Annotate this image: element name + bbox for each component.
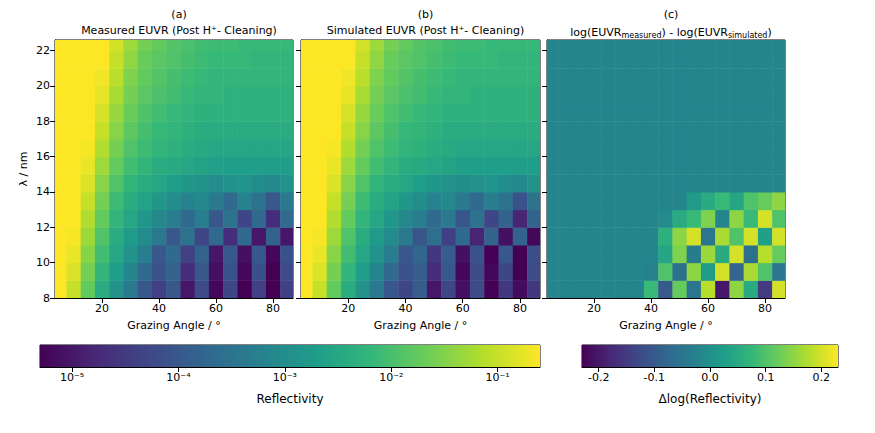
svg-text:12: 12 — [36, 221, 50, 234]
svg-text:20: 20 — [36, 79, 50, 92]
svg-text:10: 10 — [36, 256, 50, 269]
svg-text:(b): (b) — [418, 8, 434, 21]
svg-text:40: 40 — [152, 302, 166, 315]
svg-text:20: 20 — [341, 302, 355, 315]
svg-text:) - log(EUVR: ) - log(EUVR — [661, 26, 728, 39]
svg-text:80: 80 — [758, 302, 772, 315]
svg-text:60: 60 — [701, 302, 715, 315]
svg-text:80: 80 — [266, 302, 280, 315]
svg-text:18: 18 — [36, 115, 50, 128]
svg-text:Grazing Angle / °: Grazing Angle / ° — [127, 319, 221, 332]
svg-text:Reflectivity: Reflectivity — [256, 392, 323, 406]
svg-text:10⁻³: 10⁻³ — [273, 371, 297, 384]
svg-text:80: 80 — [513, 302, 527, 315]
svg-text:22: 22 — [36, 44, 50, 57]
svg-text:60: 60 — [209, 302, 223, 315]
svg-text:0.1: 0.1 — [757, 371, 775, 384]
svg-text:Grazing Angle / °: Grazing Angle / ° — [619, 319, 713, 332]
svg-text:Measured EUVR (Post H⁺- Cleani: Measured EUVR (Post H⁺- Cleaning) — [81, 24, 277, 37]
svg-text:40: 40 — [644, 302, 658, 315]
svg-text:0.2: 0.2 — [813, 371, 831, 384]
svg-text:10⁻²: 10⁻² — [379, 371, 403, 384]
svg-text:Δlog(Reflectivity): Δlog(Reflectivity) — [659, 392, 762, 406]
svg-text:(c): (c) — [664, 8, 679, 21]
svg-text:): ) — [767, 26, 771, 39]
svg-text:measured: measured — [621, 31, 661, 40]
svg-text:8: 8 — [43, 292, 50, 305]
svg-text:10⁻⁴: 10⁻⁴ — [166, 371, 191, 384]
svg-text:16: 16 — [36, 150, 50, 163]
svg-text:Simulated EUVR (Post H⁺- Clean: Simulated EUVR (Post H⁺- Cleaning) — [327, 24, 525, 37]
svg-text:40: 40 — [398, 302, 412, 315]
svg-text:-0.1: -0.1 — [644, 371, 665, 384]
svg-text:Grazing Angle / °: Grazing Angle / ° — [374, 319, 468, 332]
svg-text:10⁻⁵: 10⁻⁵ — [60, 371, 84, 384]
svg-text:λ / nm: λ / nm — [17, 152, 30, 187]
svg-text:-0.2: -0.2 — [588, 371, 609, 384]
svg-text:log(EUVR: log(EUVR — [570, 26, 622, 39]
svg-text:10⁻¹: 10⁻¹ — [486, 371, 510, 384]
svg-text:60: 60 — [456, 302, 470, 315]
svg-text:simulated: simulated — [728, 31, 768, 40]
svg-text:20: 20 — [587, 302, 601, 315]
svg-text:0.0: 0.0 — [701, 371, 719, 384]
svg-text:14: 14 — [36, 185, 50, 198]
svg-text:(a): (a) — [171, 8, 186, 21]
svg-text:20: 20 — [95, 302, 109, 315]
